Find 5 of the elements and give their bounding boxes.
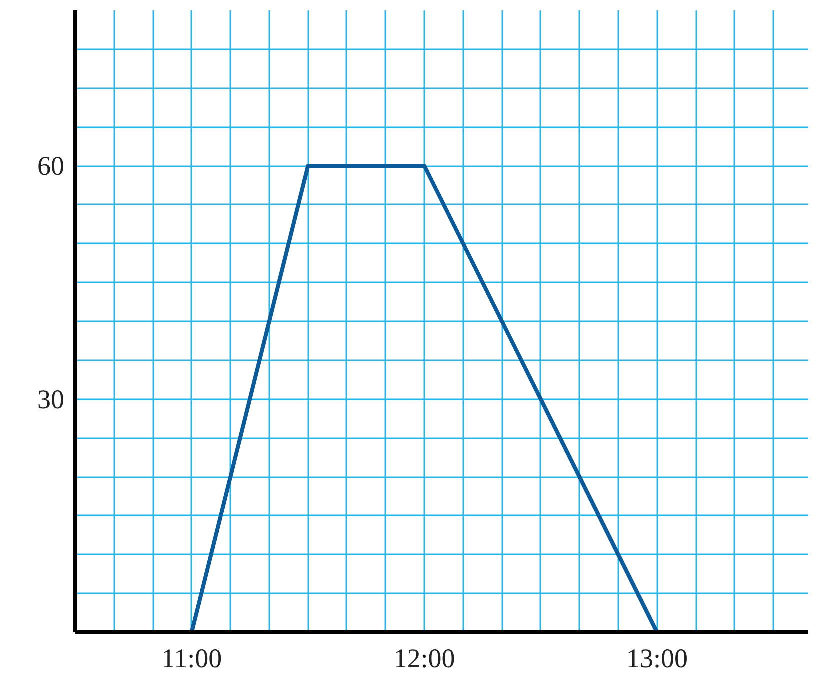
x-tick-label: 12:00	[394, 644, 456, 674]
y-tick-label: 60	[38, 151, 64, 181]
x-tick-label: 11:00	[162, 644, 222, 674]
x-tick-label: 13:00	[626, 644, 688, 674]
y-tick-label: 30	[38, 384, 64, 414]
